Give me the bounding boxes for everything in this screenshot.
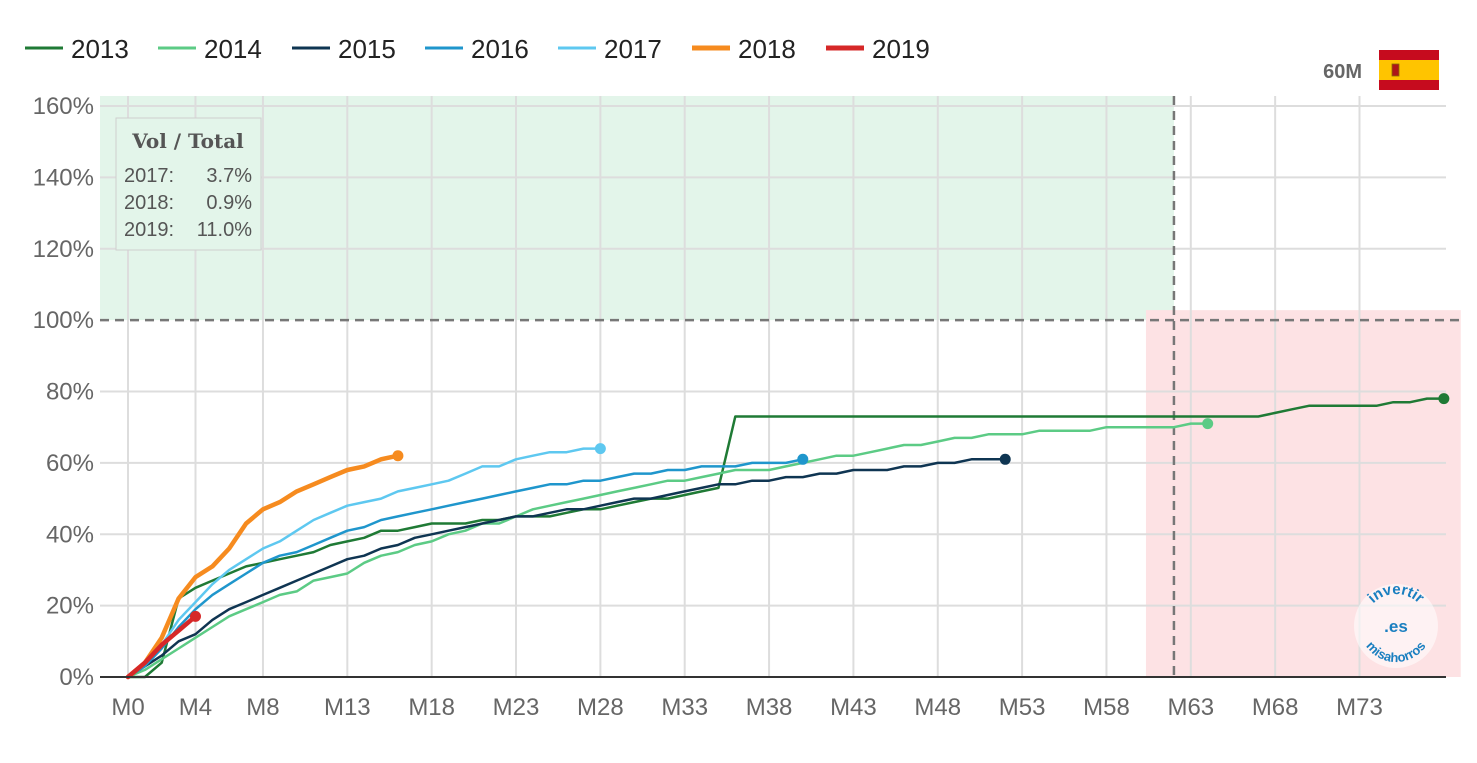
y-tick-label-140: 140%: [33, 164, 94, 191]
infobox-value-2019: 11.0%: [197, 219, 252, 241]
x-tick-label-m13: M13: [324, 694, 371, 721]
series-end-point-2015: [999, 453, 1011, 465]
series-layer: [125, 393, 1450, 680]
infobox-year-2017: 2017:: [124, 165, 174, 187]
zones-layer: [100, 96, 1461, 677]
flag-stripe-top: [1379, 50, 1439, 60]
flag-emblem: [1391, 63, 1400, 77]
legend-label-2018: 2018: [738, 34, 796, 64]
series-line-2013: [126, 397, 1446, 679]
y-tick-label-100: 100%: [33, 307, 94, 334]
series-line-2014: [126, 422, 1209, 679]
series-line-2015: [126, 458, 1007, 679]
series-end-point-2018: [392, 450, 404, 462]
infobox-value-2017: 3.7%: [206, 165, 252, 187]
x-tick-label-m23: M23: [493, 694, 540, 721]
series-line-2019: [125, 614, 198, 680]
x-tick-label-m0: M0: [111, 694, 144, 721]
series-line-2018: [125, 453, 401, 680]
legend-label-2014: 2014: [204, 34, 262, 64]
y-tick-label-120: 120%: [33, 236, 94, 263]
watermark-logo: invertir .es misahorros: [1354, 581, 1438, 668]
infobox-year-2018: 2018:: [124, 192, 174, 214]
legend-label-2015: 2015: [338, 34, 396, 64]
axes-layer: 0% 20% 40% 60% 80% 100% 120% 140% 160% M0 M4 M8 M13 M…: [33, 93, 1446, 721]
x-tick-label-m38: M38: [746, 694, 793, 721]
x-tick-label-m73: M73: [1336, 694, 1383, 721]
flag-stripe-bottom: [1379, 80, 1439, 90]
x-tick-label-m4: M4: [179, 694, 212, 721]
flag-stripe-middle: [1379, 60, 1439, 80]
watermark-center-text: .es: [1384, 617, 1408, 636]
infobox-value-2018: 0.9%: [206, 192, 252, 214]
series-end-point-2014: [1202, 418, 1214, 430]
x-tick-label-m43: M43: [830, 694, 877, 721]
y-tick-label-20: 20%: [46, 593, 94, 620]
x-tick-label-m53: M53: [999, 694, 1046, 721]
series-end-point-2016: [797, 453, 809, 465]
series-end-point-2013: [1438, 393, 1450, 405]
series-end-point-2019: [189, 610, 201, 622]
infobox-year-2019: 2019:: [124, 219, 174, 241]
x-tick-label-m33: M33: [661, 694, 708, 721]
legend: 2013 2014 2015 2016 2017 2018 2019: [25, 34, 930, 64]
y-tick-label-0: 0%: [59, 664, 94, 691]
series-line-2016: [126, 458, 805, 679]
series-line-2017: [126, 447, 602, 679]
x-tick-label-m18: M18: [408, 694, 455, 721]
legend-label-2017: 2017: [604, 34, 662, 64]
legend-label-2016: 2016: [471, 34, 529, 64]
watermark-circle: [1354, 584, 1438, 668]
x-tick-label-m48: M48: [914, 694, 961, 721]
series-end-point-2017: [594, 443, 606, 455]
x-tick-label-m63: M63: [1167, 694, 1214, 721]
legend-label-2019: 2019: [872, 34, 930, 64]
x-tick-label-m28: M28: [577, 694, 624, 721]
reference-lines-layer: [100, 96, 1461, 677]
x-tick-label-m68: M68: [1252, 694, 1299, 721]
y-tick-label-60: 60%: [46, 450, 94, 477]
y-tick-label-160: 160%: [33, 93, 94, 120]
population-label: 60M: [1323, 61, 1362, 83]
infobox: Vol / Total 2017: 3.7% 2018: 0.9% 2019: …: [115, 117, 262, 251]
infobox-title: Vol / Total: [131, 129, 244, 153]
y-tick-label-80: 80%: [46, 379, 94, 406]
x-tick-label-m58: M58: [1083, 694, 1130, 721]
green-zone: [100, 96, 1174, 321]
spain-flag-icon: [1379, 50, 1439, 90]
y-tick-label-40: 40%: [46, 521, 94, 548]
legend-label-2013: 2013: [71, 34, 129, 64]
grid-layer: [100, 96, 1446, 677]
infobox-frame: [115, 117, 262, 251]
x-tick-label-m8: M8: [246, 694, 279, 721]
